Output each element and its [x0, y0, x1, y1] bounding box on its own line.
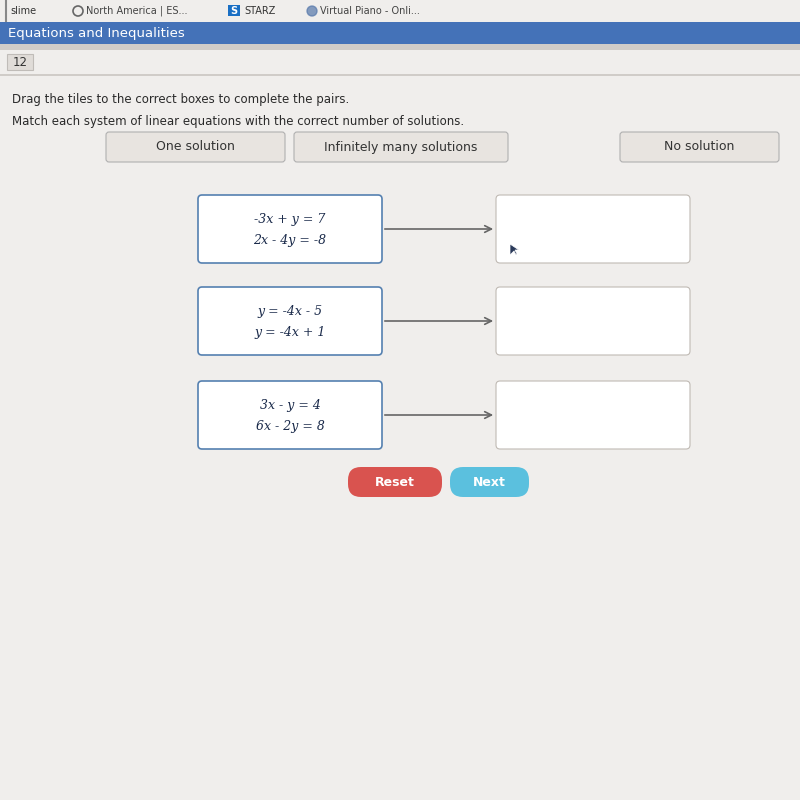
- Circle shape: [307, 6, 317, 16]
- Text: y = -4x - 5: y = -4x - 5: [258, 305, 322, 318]
- Text: Match each system of linear equations with the correct number of solutions.: Match each system of linear equations wi…: [12, 115, 464, 129]
- Text: 12: 12: [13, 55, 27, 69]
- Text: Drag the tiles to the correct boxes to complete the pairs.: Drag the tiles to the correct boxes to c…: [12, 94, 350, 106]
- FancyBboxPatch shape: [198, 287, 382, 355]
- Text: Equations and Inequalities: Equations and Inequalities: [8, 26, 185, 39]
- FancyBboxPatch shape: [496, 287, 690, 355]
- FancyBboxPatch shape: [348, 467, 442, 497]
- Text: 3x - y = 4: 3x - y = 4: [259, 399, 321, 412]
- Bar: [0, 0, 800, 22]
- Text: -3x + y = 7: -3x + y = 7: [254, 213, 326, 226]
- Text: North America | ES...: North America | ES...: [86, 6, 187, 16]
- FancyBboxPatch shape: [620, 132, 779, 162]
- Text: y = -4x + 1: y = -4x + 1: [254, 326, 326, 339]
- FancyBboxPatch shape: [198, 195, 382, 263]
- Text: slime: slime: [10, 6, 36, 16]
- FancyBboxPatch shape: [496, 381, 690, 449]
- FancyBboxPatch shape: [294, 132, 508, 162]
- Text: 6x - 2y = 8: 6x - 2y = 8: [255, 420, 325, 433]
- Bar: [0, 22, 800, 44]
- Text: S: S: [230, 6, 238, 15]
- Bar: [0, 74, 800, 76]
- Text: One solution: One solution: [156, 141, 235, 154]
- Text: Virtual Piano - Onli...: Virtual Piano - Onli...: [320, 6, 420, 16]
- Text: No solution: No solution: [664, 141, 734, 154]
- Polygon shape: [510, 244, 519, 255]
- FancyBboxPatch shape: [450, 467, 529, 497]
- FancyBboxPatch shape: [496, 195, 690, 263]
- Bar: [0, 44, 800, 50]
- Text: Reset: Reset: [375, 475, 415, 489]
- Text: Infinitely many solutions: Infinitely many solutions: [324, 141, 478, 154]
- FancyBboxPatch shape: [198, 381, 382, 449]
- Bar: [0, 50, 800, 74]
- Text: Next: Next: [473, 475, 506, 489]
- Text: STARZ: STARZ: [244, 6, 275, 16]
- Text: 2x - 4y = -8: 2x - 4y = -8: [254, 234, 326, 247]
- Bar: [7, 54, 33, 70]
- FancyBboxPatch shape: [106, 132, 285, 162]
- FancyBboxPatch shape: [228, 5, 240, 16]
